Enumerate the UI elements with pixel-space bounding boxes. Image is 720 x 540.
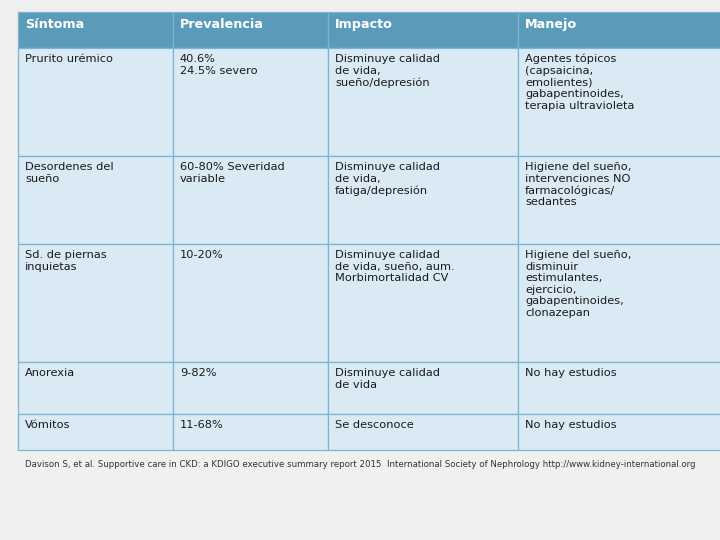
Text: 9-82%: 9-82%: [180, 368, 217, 378]
Bar: [328, 12, 518, 48]
Bar: [18, 12, 173, 48]
Bar: [18, 244, 173, 362]
Bar: [173, 414, 328, 450]
Text: Davison S, et al. Supportive care in CKD: a KDIGO executive summary report 2015 : Davison S, et al. Supportive care in CKD…: [24, 460, 696, 469]
Bar: [173, 156, 328, 244]
Text: Disminuye calidad
de vida: Disminuye calidad de vida: [335, 368, 440, 389]
Text: Prurito urémico: Prurito urémico: [25, 54, 113, 64]
Text: Disminuye calidad
de vida,
fatiga/depresión: Disminuye calidad de vida, fatiga/depres…: [335, 162, 440, 196]
Text: Agentes tópicos
(capsaicina,
emolientes)
gabapentinoides,
terapia ultravioleta: Agentes tópicos (capsaicina, emolientes)…: [525, 54, 634, 111]
Bar: [328, 244, 518, 362]
Text: No hay estudios: No hay estudios: [525, 420, 616, 430]
Text: No hay estudios: No hay estudios: [525, 368, 616, 378]
Bar: [18, 362, 173, 414]
Text: Higiene del sueño,
disminuir
estimulantes,
ejercicio,
gabapentinoides,
clonazepa: Higiene del sueño, disminuir estimulante…: [525, 250, 631, 318]
Bar: [328, 48, 518, 156]
Bar: [518, 12, 720, 48]
Text: Se desconoce: Se desconoce: [335, 420, 414, 430]
Text: Manejo: Manejo: [525, 18, 577, 31]
Text: Desordenes del
sueño: Desordenes del sueño: [25, 162, 114, 184]
Text: Disminuye calidad
de vida,
sueño/depresión: Disminuye calidad de vida, sueño/depresi…: [335, 54, 440, 88]
Bar: [173, 48, 328, 156]
Text: Sd. de piernas
inquietas: Sd. de piernas inquietas: [25, 250, 107, 272]
Bar: [173, 362, 328, 414]
Text: Síntoma: Síntoma: [25, 18, 84, 31]
Text: Higiene del sueño,
intervenciones NO
farmacológicas/
sedantes: Higiene del sueño, intervenciones NO far…: [525, 162, 631, 207]
Text: 60-80% Severidad
variable: 60-80% Severidad variable: [180, 162, 284, 184]
Bar: [18, 414, 173, 450]
Text: 11-68%: 11-68%: [180, 420, 224, 430]
Bar: [173, 244, 328, 362]
Bar: [518, 362, 720, 414]
Bar: [518, 414, 720, 450]
Text: Impacto: Impacto: [335, 18, 393, 31]
Text: Disminuye calidad
de vida, sueño, aum.
Morbimortalidad CV: Disminuye calidad de vida, sueño, aum. M…: [335, 250, 454, 283]
Bar: [18, 156, 173, 244]
Bar: [328, 414, 518, 450]
Bar: [173, 12, 328, 48]
Bar: [18, 48, 173, 156]
Bar: [518, 156, 720, 244]
Text: Vómitos: Vómitos: [25, 420, 71, 430]
Text: Anorexia: Anorexia: [25, 368, 75, 378]
Text: 10-20%: 10-20%: [180, 250, 224, 260]
Bar: [518, 244, 720, 362]
Text: Prevalencia: Prevalencia: [180, 18, 264, 31]
Bar: [518, 48, 720, 156]
Bar: [328, 156, 518, 244]
Bar: [328, 362, 518, 414]
Text: 40.6%
24.5% severo: 40.6% 24.5% severo: [180, 54, 258, 76]
